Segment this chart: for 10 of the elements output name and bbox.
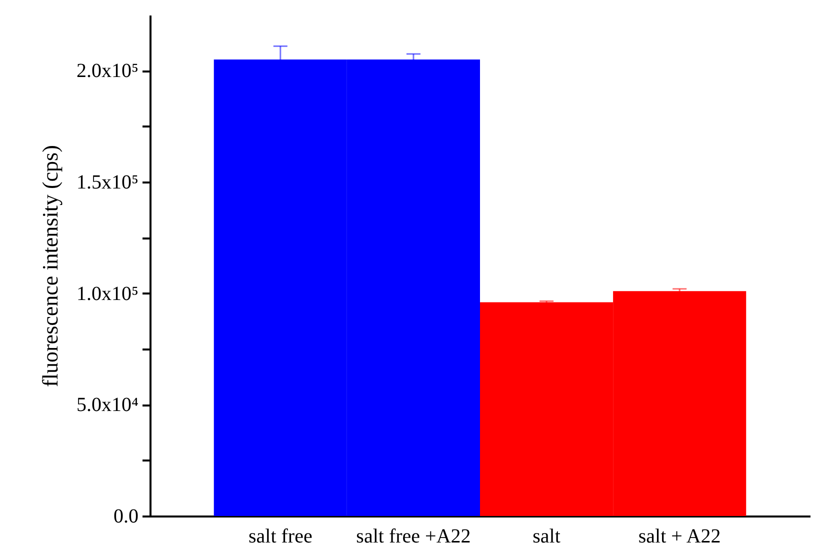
x-tick-label: salt	[532, 526, 561, 548]
y-tick-label: 0.0	[114, 506, 138, 528]
y-tick-label: 1.0x10⁵	[76, 282, 138, 305]
x-tick-label: salt free	[248, 526, 312, 548]
x-tick-label: salt free +A22	[356, 526, 471, 548]
x-tick-label: salt + A22	[638, 526, 721, 548]
y-tick-label: 5.0x10⁴	[76, 394, 139, 416]
y-tick-label: 2.0x10⁵	[76, 60, 138, 82]
y-tick-label: 1.5x10⁵	[76, 172, 138, 194]
y-axis-title: fluorescence intensity (cps)	[38, 145, 63, 387]
